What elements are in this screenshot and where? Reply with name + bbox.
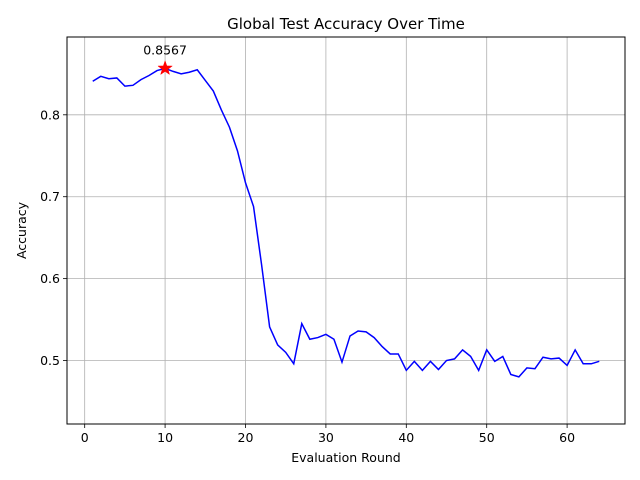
y-tick-label: 0.8 bbox=[40, 107, 60, 122]
y-tick-label: 0.7 bbox=[40, 189, 60, 204]
y-tick-label: 0.6 bbox=[40, 271, 60, 286]
y-axis-title: Accuracy bbox=[14, 201, 29, 259]
x-tick-label: 10 bbox=[157, 430, 173, 445]
chart-title: Global Test Accuracy Over Time bbox=[227, 15, 465, 33]
x-tick-label: 60 bbox=[559, 430, 575, 445]
x-tick-label: 50 bbox=[479, 430, 495, 445]
x-axis-title: Evaluation Round bbox=[291, 450, 400, 465]
plot-frame bbox=[66, 36, 626, 425]
accuracy-series-line bbox=[92, 67, 600, 378]
best-accuracy-annotation: 0.8567 bbox=[143, 42, 187, 57]
y-tick-label: 0.5 bbox=[40, 353, 60, 368]
axis-ticks: 0 10 20 30 40 50 60 0.5 0.6 0.7 0.8 bbox=[40, 107, 575, 445]
x-tick-label: 20 bbox=[238, 430, 254, 445]
x-tick-label: 0 bbox=[81, 430, 89, 445]
highlight-marker-group: 0.8567 bbox=[143, 42, 187, 76]
x-tick-label: 30 bbox=[318, 430, 334, 445]
grid-lines bbox=[67, 37, 625, 424]
x-tick-label: 40 bbox=[398, 430, 414, 445]
best-accuracy-star-marker bbox=[157, 60, 173, 76]
